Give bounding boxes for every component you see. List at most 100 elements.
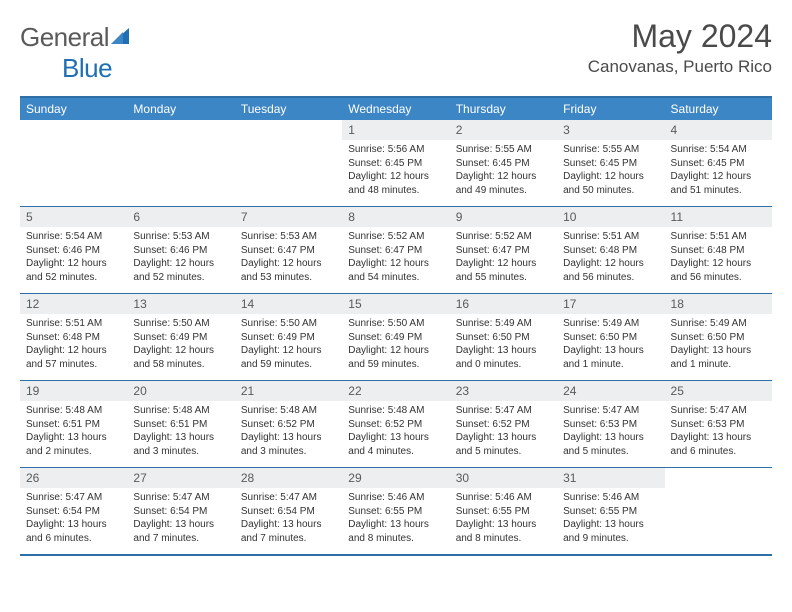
day-number: 28 bbox=[235, 468, 342, 488]
weekday-tue: Tuesday bbox=[235, 98, 342, 120]
day-ss: Sunset: 6:54 PM bbox=[26, 505, 121, 519]
day-dl2: and 59 minutes. bbox=[348, 358, 443, 372]
day-dl1: Daylight: 12 hours bbox=[348, 257, 443, 271]
day-number bbox=[665, 468, 772, 472]
day-number: 10 bbox=[557, 207, 664, 227]
day-sr: Sunrise: 5:54 AM bbox=[671, 143, 766, 157]
day-ss: Sunset: 6:50 PM bbox=[456, 331, 551, 345]
day-number: 26 bbox=[20, 468, 127, 488]
day-cell: 7Sunrise: 5:53 AMSunset: 6:47 PMDaylight… bbox=[235, 207, 342, 293]
day-dl2: and 7 minutes. bbox=[133, 532, 228, 546]
sail-icon bbox=[111, 33, 133, 50]
day-cell bbox=[127, 120, 234, 206]
day-sr: Sunrise: 5:52 AM bbox=[348, 230, 443, 244]
day-cell: 9Sunrise: 5:52 AMSunset: 6:47 PMDaylight… bbox=[450, 207, 557, 293]
day-ss: Sunset: 6:45 PM bbox=[456, 157, 551, 171]
day-number: 23 bbox=[450, 381, 557, 401]
day-number: 8 bbox=[342, 207, 449, 227]
day-sr: Sunrise: 5:47 AM bbox=[671, 404, 766, 418]
day-number: 4 bbox=[665, 120, 772, 140]
day-cell: 14Sunrise: 5:50 AMSunset: 6:49 PMDayligh… bbox=[235, 294, 342, 380]
day-dl1: Daylight: 12 hours bbox=[241, 344, 336, 358]
day-dl2: and 52 minutes. bbox=[26, 271, 121, 285]
day-number: 21 bbox=[235, 381, 342, 401]
day-body: Sunrise: 5:51 AMSunset: 6:48 PMDaylight:… bbox=[665, 227, 772, 288]
day-cell: 21Sunrise: 5:48 AMSunset: 6:52 PMDayligh… bbox=[235, 381, 342, 467]
day-dl2: and 49 minutes. bbox=[456, 184, 551, 198]
day-ss: Sunset: 6:45 PM bbox=[671, 157, 766, 171]
day-number: 19 bbox=[20, 381, 127, 401]
day-sr: Sunrise: 5:54 AM bbox=[26, 230, 121, 244]
day-body: Sunrise: 5:48 AMSunset: 6:52 PMDaylight:… bbox=[342, 401, 449, 462]
day-body: Sunrise: 5:47 AMSunset: 6:53 PMDaylight:… bbox=[665, 401, 772, 462]
day-number: 7 bbox=[235, 207, 342, 227]
day-number: 15 bbox=[342, 294, 449, 314]
day-number bbox=[127, 120, 234, 124]
day-number: 30 bbox=[450, 468, 557, 488]
day-body: Sunrise: 5:51 AMSunset: 6:48 PMDaylight:… bbox=[20, 314, 127, 375]
day-cell: 30Sunrise: 5:46 AMSunset: 6:55 PMDayligh… bbox=[450, 468, 557, 554]
day-number: 22 bbox=[342, 381, 449, 401]
day-dl1: Daylight: 12 hours bbox=[456, 257, 551, 271]
day-dl1: Daylight: 13 hours bbox=[26, 518, 121, 532]
day-sr: Sunrise: 5:51 AM bbox=[563, 230, 658, 244]
day-sr: Sunrise: 5:48 AM bbox=[348, 404, 443, 418]
day-dl1: Daylight: 12 hours bbox=[671, 170, 766, 184]
brand-logo: General Blue bbox=[20, 18, 133, 84]
day-dl2: and 3 minutes. bbox=[241, 445, 336, 459]
header: General Blue May 2024 Canovanas, Puerto … bbox=[20, 18, 772, 84]
week-row: 5Sunrise: 5:54 AMSunset: 6:46 PMDaylight… bbox=[20, 206, 772, 293]
day-dl2: and 50 minutes. bbox=[563, 184, 658, 198]
day-cell: 4 Sunrise: 5:54 AMSunset: 6:45 PMDaylight… bbox=[665, 120, 772, 206]
day-dl2: and 55 minutes. bbox=[456, 271, 551, 285]
weekday-thu: Thursday bbox=[450, 98, 557, 120]
day-body: Sunrise: 5:47 AMSunset: 6:54 PMDaylight:… bbox=[235, 488, 342, 549]
day-number: 25 bbox=[665, 381, 772, 401]
day-body: Sunrise: 5:50 AMSunset: 6:49 PMDaylight:… bbox=[127, 314, 234, 375]
day-dl2: and 8 minutes. bbox=[456, 532, 551, 546]
day-number: 11 bbox=[665, 207, 772, 227]
week-row: 12Sunrise: 5:51 AMSunset: 6:48 PMDayligh… bbox=[20, 293, 772, 380]
day-dl1: Daylight: 13 hours bbox=[563, 344, 658, 358]
day-dl2: and 7 minutes. bbox=[241, 532, 336, 546]
day-number: 17 bbox=[557, 294, 664, 314]
day-cell: 18Sunrise: 5:49 AMSunset: 6:50 PMDayligh… bbox=[665, 294, 772, 380]
day-dl2: and 56 minutes. bbox=[563, 271, 658, 285]
day-body: Sunrise: 5:53 AMSunset: 6:46 PMDaylight:… bbox=[127, 227, 234, 288]
brand-text: General Blue bbox=[20, 22, 133, 84]
day-dl2: and 4 minutes. bbox=[348, 445, 443, 459]
day-cell: 17Sunrise: 5:49 AMSunset: 6:50 PMDayligh… bbox=[557, 294, 664, 380]
day-number: 9 bbox=[450, 207, 557, 227]
day-dl2: and 58 minutes. bbox=[133, 358, 228, 372]
day-ss: Sunset: 6:49 PM bbox=[133, 331, 228, 345]
weekday-mon: Monday bbox=[127, 98, 234, 120]
day-number: 29 bbox=[342, 468, 449, 488]
day-dl1: Daylight: 12 hours bbox=[26, 257, 121, 271]
day-dl1: Daylight: 13 hours bbox=[241, 518, 336, 532]
day-dl1: Daylight: 12 hours bbox=[26, 344, 121, 358]
day-cell: 6Sunrise: 5:53 AMSunset: 6:46 PMDaylight… bbox=[127, 207, 234, 293]
day-cell: 28Sunrise: 5:47 AMSunset: 6:54 PMDayligh… bbox=[235, 468, 342, 554]
day-dl1: Daylight: 12 hours bbox=[241, 257, 336, 271]
day-number: 16 bbox=[450, 294, 557, 314]
day-cell: 10Sunrise: 5:51 AMSunset: 6:48 PMDayligh… bbox=[557, 207, 664, 293]
day-dl2: and 5 minutes. bbox=[456, 445, 551, 459]
day-body: Sunrise: 5:48 AMSunset: 6:51 PMDaylight:… bbox=[127, 401, 234, 462]
day-ss: Sunset: 6:47 PM bbox=[241, 244, 336, 258]
day-cell bbox=[665, 468, 772, 554]
week-row: 26 Sunrise: 5:47 AMSunset: 6:54 PMDayligh… bbox=[20, 467, 772, 554]
day-body: Sunrise: 5:50 AMSunset: 6:49 PMDaylight:… bbox=[342, 314, 449, 375]
day-sr: Sunrise: 5:49 AM bbox=[563, 317, 658, 331]
day-number: 13 bbox=[127, 294, 234, 314]
day-number: 1 bbox=[342, 120, 449, 140]
brand-part1: General bbox=[20, 22, 109, 52]
day-body: Sunrise: 5:46 AMSunset: 6:55 PMDaylight:… bbox=[450, 488, 557, 549]
day-cell: 23Sunrise: 5:47 AMSunset: 6:52 PMDayligh… bbox=[450, 381, 557, 467]
day-body: Sunrise: 5:49 AMSunset: 6:50 PMDaylight:… bbox=[557, 314, 664, 375]
day-ss: Sunset: 6:47 PM bbox=[348, 244, 443, 258]
day-cell: 26Sunrise: 5:47 AMSunset: 6:54 PMDayligh… bbox=[20, 468, 127, 554]
day-number: 3 bbox=[557, 120, 664, 140]
day-dl2: and 51 minutes. bbox=[671, 184, 766, 198]
day-number: 27 bbox=[127, 468, 234, 488]
day-dl2: and 1 minute. bbox=[671, 358, 766, 372]
